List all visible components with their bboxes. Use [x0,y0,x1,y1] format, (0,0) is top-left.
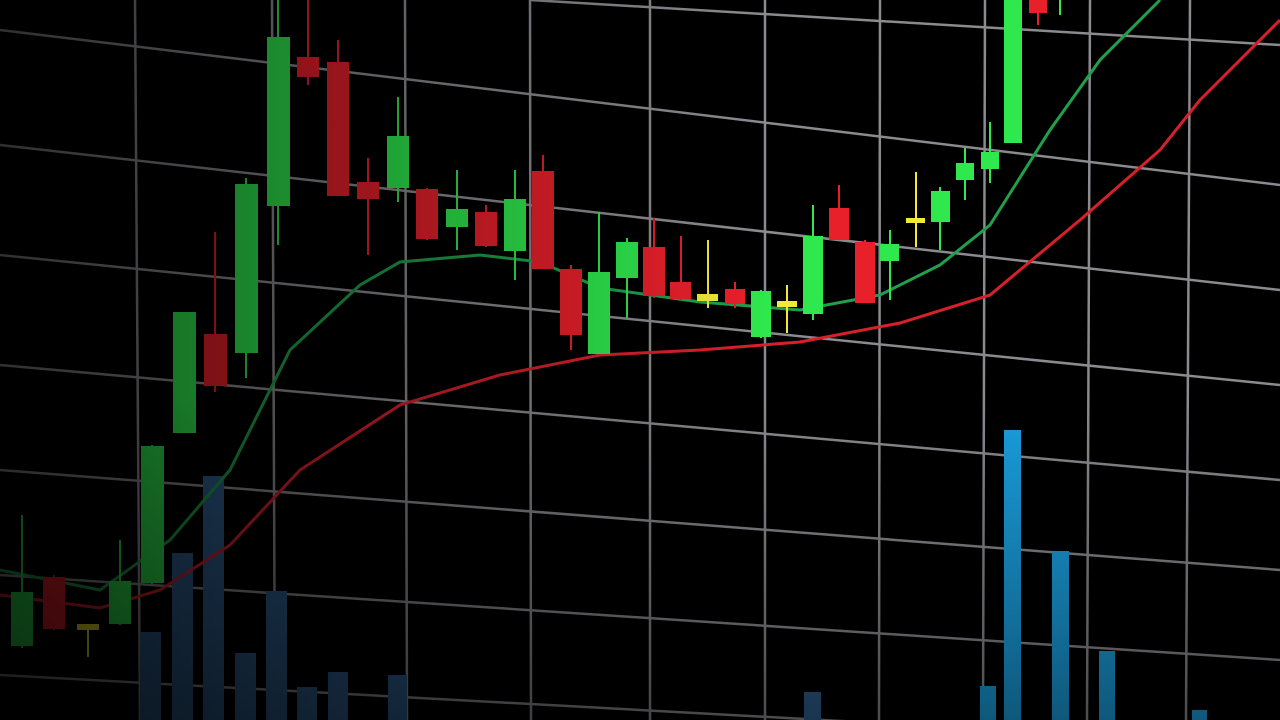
vignette-bottom [0,0,1280,720]
candlestick-photo [0,0,1280,720]
page: (() => { const data = JSON.parse(documen… [0,0,1280,720]
